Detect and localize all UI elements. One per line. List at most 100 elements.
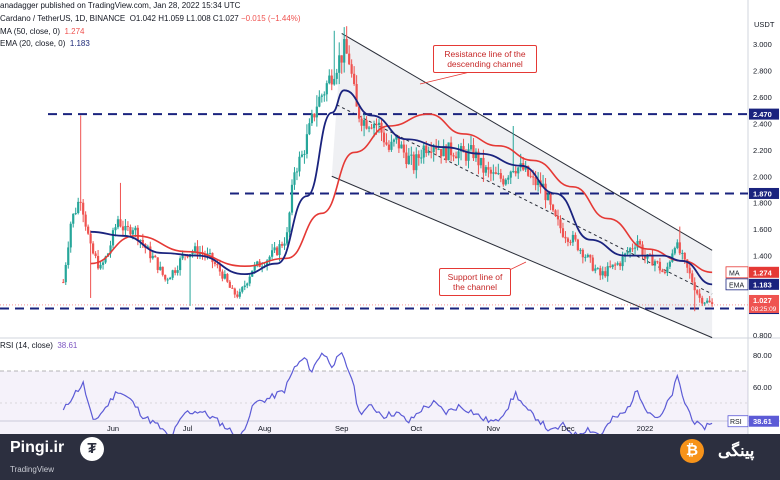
candle-body [171,270,174,278]
low-value: L1.008 [186,14,211,23]
candle-body [343,39,346,63]
candle-body [375,124,378,126]
resistance-annotation-line-1: Resistance line of the [444,49,526,59]
candle-body [174,270,177,273]
candle-body [502,178,505,185]
candle-body [238,291,241,297]
price-tick-label: 2.000 [753,172,772,181]
candle-body [151,255,154,259]
candle-body [390,141,393,150]
candle-body [648,254,652,256]
candle-body [405,152,408,165]
candle-body [609,266,612,268]
candle-body [701,297,704,304]
brand-name-en[interactable]: Pingi.ir [10,439,65,456]
candle-body [415,154,418,171]
candle-body [643,255,647,259]
level-tag-label: 2.470 [753,110,772,119]
last-price-countdown: 08:25:09 [751,306,777,313]
candle-body [686,259,689,268]
candle-body [454,156,458,159]
footer-bar: Pingi.ir ₮ TradingView پینگی ₿ [0,434,780,480]
price-tick-label: 2.600 [753,93,772,102]
candle-body [283,243,286,246]
candle-body [708,300,711,303]
symbol-legend: Cardano / TetherUS, 1D, BINANCE O1.042 H… [0,14,301,23]
candle-body [253,264,256,271]
candle-body [223,274,226,279]
level-tag-box [749,187,779,199]
rsi-legend[interactable]: RSI (14, close) 38.61 [0,341,77,350]
candle-body [241,287,244,292]
candle-body [447,142,450,161]
candle-body [688,267,691,274]
candle-body [499,173,502,179]
symbol-name: Cardano / TetherUS, 1D, BINANCE [0,14,126,23]
candle-body [164,274,167,280]
candle-body [693,282,696,291]
candle-body [594,268,597,271]
time-tick-label: Jun [107,424,119,433]
bitcoin-logo-icon: ₿ [680,439,704,463]
candle-body [191,252,194,255]
candle-body [149,246,152,259]
candle-body [280,244,284,246]
candle-body [532,176,535,178]
candle-body [94,253,97,256]
candle-body [633,247,637,249]
candle-body [136,227,139,242]
candle-body [181,254,184,259]
candle-body [109,245,112,254]
candle-body [293,172,296,185]
candle-body [99,264,102,269]
candle-body [92,243,95,254]
candle-body [581,249,584,258]
candle-body [268,256,271,261]
candle-body [494,172,497,174]
price-tick-label: 2.200 [753,146,772,155]
candle-body [370,127,373,129]
candle-body [290,184,294,213]
open-value: O1.042 [129,14,156,23]
candle-body [216,264,219,266]
candle-body [325,83,328,95]
candle-body [484,167,487,173]
candle-body [469,145,473,150]
candle-body [599,268,602,276]
candle-body [651,254,654,266]
candle-body [457,151,460,159]
candle-body [231,287,234,289]
candle-body [298,156,301,172]
candle-body [193,246,197,253]
candle-body [696,290,699,294]
candle-body [489,169,492,174]
candle-body [400,144,403,149]
candle-body [561,228,565,237]
rsi-tag-value: 38.61 [753,417,772,426]
candle-body [338,55,341,73]
ema-legend-label: EMA (20, close, 0) [0,39,66,48]
candle-body [303,153,306,155]
ma-legend[interactable]: MA (50, close, 0) 1.274 [0,27,85,36]
candle-body [101,262,105,265]
candle-body [121,226,125,231]
rsi-legend-label: RSI (14, close) [0,341,53,350]
ema-legend[interactable]: EMA (20, close, 0) 1.183 [0,39,90,48]
candle-body [571,234,575,243]
candle-body [626,252,629,254]
candle-body [487,167,490,170]
candle-body [681,252,684,254]
candle-body [218,265,221,272]
channel-mid-line [336,104,713,295]
price-tick-label: 1.600 [753,225,772,234]
price-tick-label: 2.800 [753,66,772,75]
level-tag-box [749,108,779,120]
candle-body [330,75,333,85]
candle-body [420,157,423,159]
resistance-annotation: Resistance line of the descending channe… [433,45,537,73]
candle-body [126,225,130,227]
candle-body [663,271,666,273]
indicator-tag-value-box [749,266,779,278]
brand-name-fa[interactable]: پینگی [718,443,755,460]
candle-body [278,244,281,256]
